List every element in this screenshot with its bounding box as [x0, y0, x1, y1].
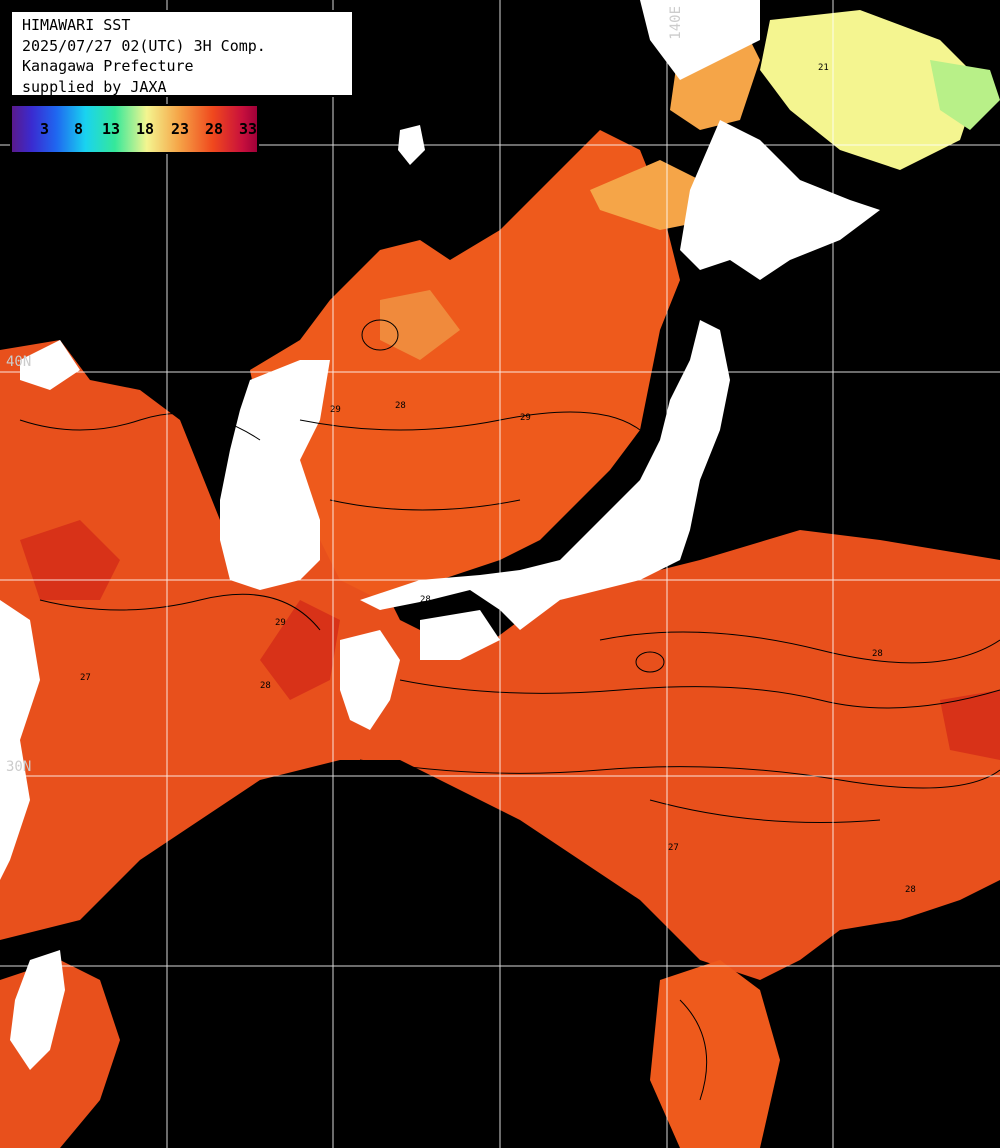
legend-tick: 33 [239, 120, 258, 138]
contour-label: 28 [872, 649, 883, 659]
lon-label-140e: 140E [668, 6, 684, 40]
data-credit: supplied by JAXA [22, 77, 167, 96]
land-shandong [20, 340, 80, 390]
legend-tick: 18 [136, 120, 155, 138]
land-russia [640, 0, 760, 80]
contour-label: 27 [80, 673, 91, 683]
land-kyushu [340, 630, 400, 730]
land-shikoku [420, 610, 500, 660]
legend-tick: 13 [102, 120, 121, 138]
contour-label: 29 [330, 405, 341, 415]
contour-label: 27 [668, 843, 679, 853]
contour-label: 29 [275, 618, 286, 628]
lat-label-30n: 30N [6, 759, 32, 775]
land-honshu [360, 320, 730, 630]
legend-tick: 8 [74, 120, 84, 138]
region-name: Kanagawa Prefecture [22, 57, 194, 75]
lat-label-40n: 40N [6, 354, 32, 370]
product-title: HIMAWARI SST [22, 16, 131, 34]
contour-label: 28 [905, 885, 916, 895]
land-china [0, 600, 40, 880]
legend-tick: 28 [205, 120, 224, 138]
contour-labels: 28 29 27 28 29 28 27 28 29 28 21 [80, 63, 916, 895]
sst-color-legend: 3 8 13 18 23 28 33 [10, 104, 259, 154]
legend-tick: 3 [40, 120, 50, 138]
land [0, 0, 880, 1070]
contour-label: 28 [420, 595, 431, 605]
legend-tick: 23 [171, 120, 190, 138]
land-taiwan [10, 950, 65, 1070]
land-hokkaido [680, 120, 880, 280]
contour-label: 21 [818, 63, 829, 73]
map-info-box: HIMAWARI SST 2025/07/27 02(UTC) 3H Comp.… [10, 10, 354, 97]
contour-label: 28 [260, 681, 271, 691]
land-korea [220, 360, 330, 590]
timestamp: 2025/07/27 02(UTC) 3H Comp. [22, 36, 266, 55]
contour-label: 29 [520, 413, 531, 423]
contour-label: 28 [395, 401, 406, 411]
